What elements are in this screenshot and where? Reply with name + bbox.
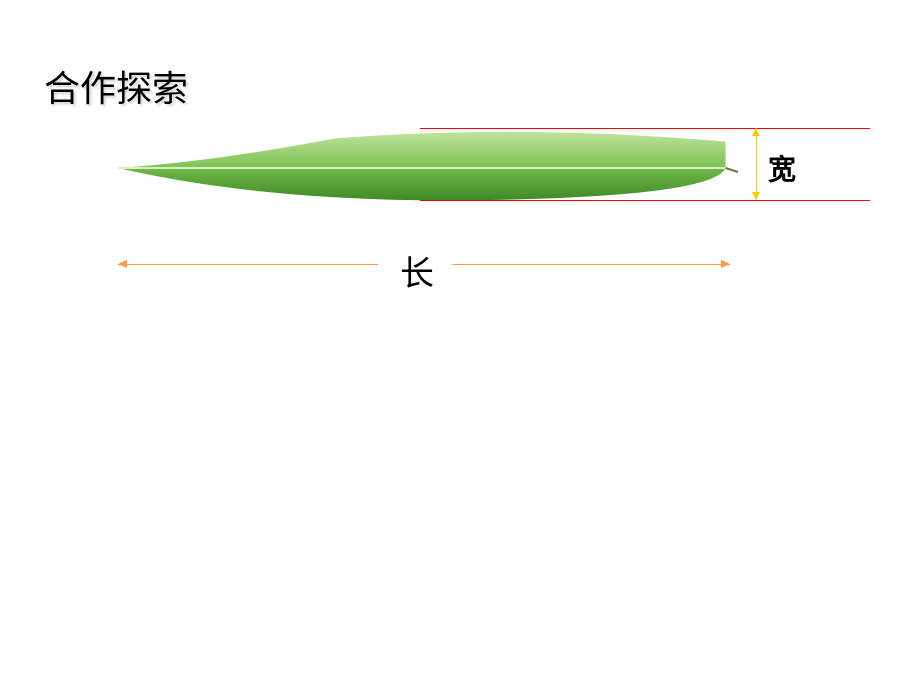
width-label: 宽 [768,148,796,188]
length-arrow-left-head [118,260,127,268]
leaf-svg [118,124,738,204]
guide-line-top [420,128,870,129]
length-arrow-left-line [118,264,378,265]
slide-title: 合作探索 [44,60,188,112]
width-arrow-head-down [752,192,760,200]
length-label: 长 [400,246,434,295]
guide-line-bottom [420,200,870,201]
width-arrow-line [756,128,757,200]
width-arrow-head-up [752,128,760,136]
length-arrow-right-head [721,260,730,268]
leaf-image [118,124,738,204]
length-arrow-right-line [452,264,730,265]
